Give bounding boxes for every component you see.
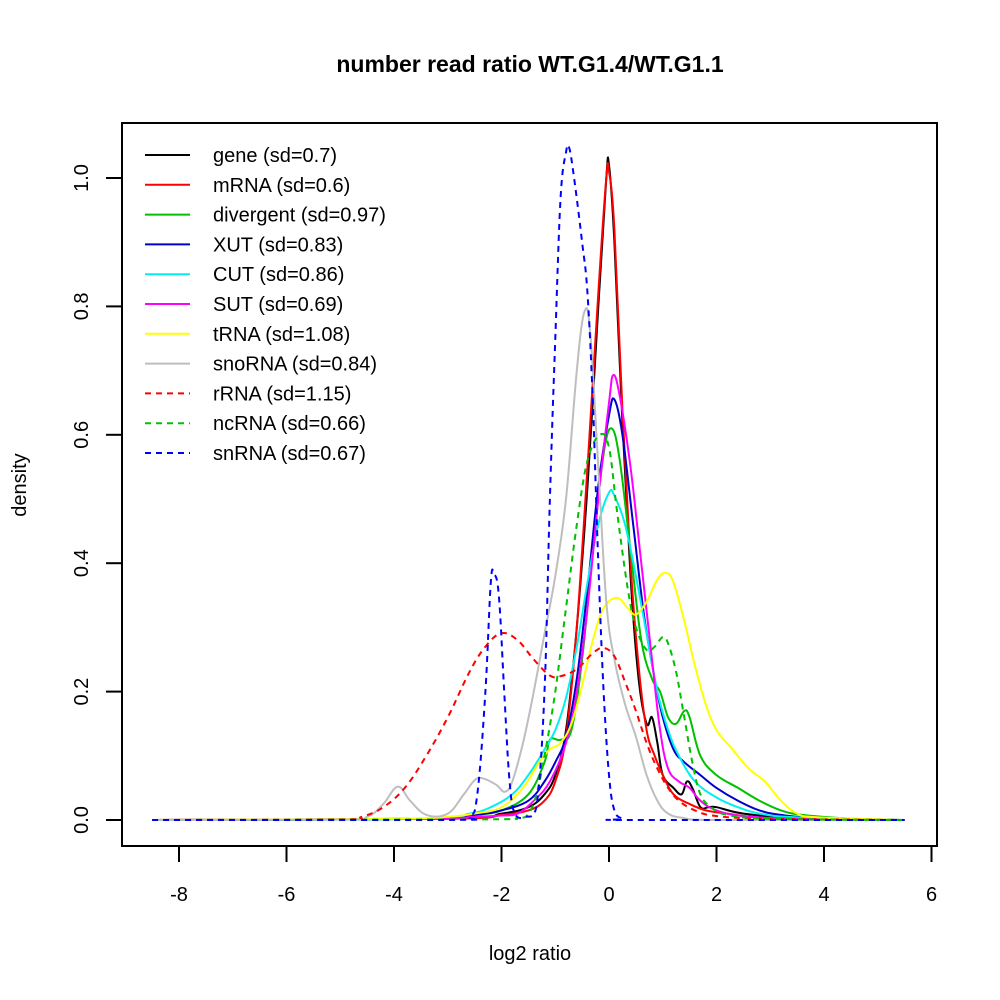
series-line-sut — [152, 373, 905, 821]
legend-label-snorna: snoRNA (sd=0.84) — [213, 354, 377, 376]
y-tick-label: 1.0 — [71, 164, 93, 192]
y-tick-label: 0.2 — [71, 678, 93, 706]
series-line-divergent — [152, 427, 905, 821]
x-axis: -8 -6 -4 -2 0 2 4 6 — [170, 845, 937, 906]
legend: gene (sd=0.7) mRNA (sd=0.6) divergent (sd=… — [145, 145, 386, 465]
x-tick-label: 0 — [603, 884, 614, 906]
y-tick-label: 0.6 — [71, 421, 93, 449]
legend-label-gene: gene (sd=0.7) — [213, 145, 337, 167]
series-line-ncrna — [152, 432, 905, 821]
x-tick-label: -6 — [278, 884, 296, 906]
x-axis-label: log2 ratio — [489, 943, 571, 965]
y-tick-label: 0.4 — [71, 549, 93, 577]
x-tick-label: -2 — [493, 884, 511, 906]
y-tick-label: 0.0 — [71, 806, 93, 834]
x-tick-label: 6 — [926, 884, 937, 906]
series-line-snrna — [152, 143, 905, 822]
chart-title: number read ratio WT.G1.4/WT.G1.1 — [336, 51, 723, 77]
y-tick-label: 0.8 — [71, 292, 93, 320]
legend-label-cut: CUT (sd=0.86) — [213, 264, 344, 286]
legend-label-trna: tRNA (sd=1.08) — [213, 324, 350, 346]
plot-frame — [121, 122, 938, 847]
x-tick-label: 4 — [818, 884, 829, 906]
legend-label-sut: SUT (sd=0.69) — [213, 294, 343, 316]
legend-label-ncrna: ncRNA (sd=0.66) — [213, 413, 366, 435]
series-line-xut — [152, 397, 905, 821]
series-layer — [152, 143, 905, 822]
legend-label-rrna: rRNA (sd=1.15) — [213, 383, 351, 405]
x-tick-label: -8 — [170, 884, 188, 906]
x-tick-label: -4 — [385, 884, 403, 906]
y-axis: 0.0 0.2 0.4 0.6 0.8 1.0 — [71, 164, 123, 834]
legend-label-mrna: mRNA (sd=0.6) — [213, 175, 350, 197]
series-line-snorna — [152, 307, 905, 822]
y-axis-label: density — [9, 453, 31, 516]
x-tick-label: 2 — [711, 884, 722, 906]
series-line-mrna — [152, 162, 905, 821]
series-line-trna — [152, 571, 905, 821]
series-line-rrna — [152, 631, 905, 821]
series-line-cut — [152, 488, 905, 821]
legend-label-divergent: divergent (sd=0.97) — [213, 205, 386, 227]
legend-label-xut: XUT (sd=0.83) — [213, 234, 343, 256]
legend-label-snrna: snRNA (sd=0.67) — [213, 443, 366, 465]
